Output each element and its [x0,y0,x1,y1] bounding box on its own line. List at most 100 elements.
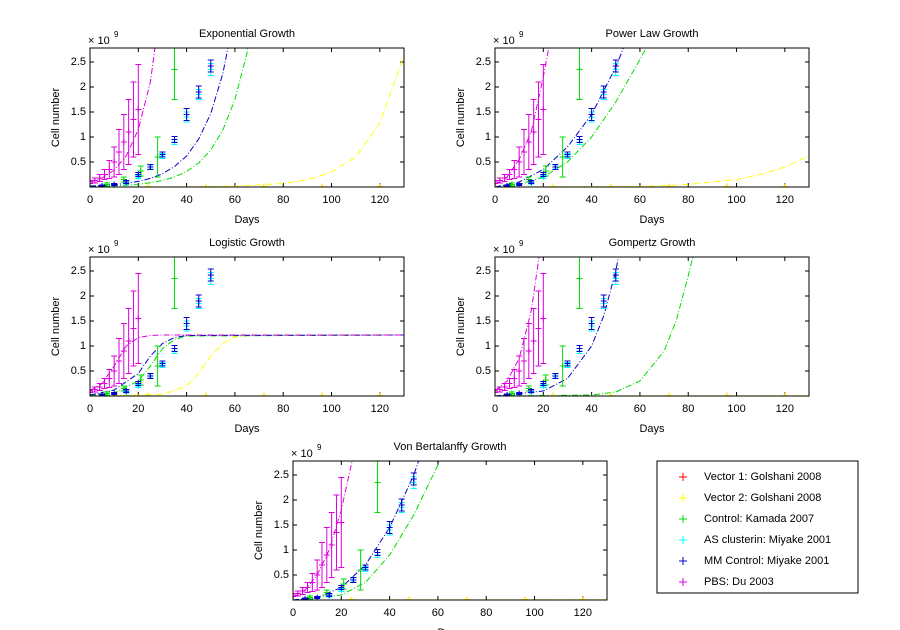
data-point [299,588,306,594]
data-point [535,325,542,332]
data-point [171,275,178,282]
axes-background [90,48,404,187]
data-point [130,116,137,123]
data-point [374,549,381,556]
y-tick-label: 2 [485,81,491,93]
y-tick-label: 1.5 [71,106,86,118]
x-tick-label: 20 [537,194,549,206]
data-point [511,166,518,173]
legend-label: PBS: Du 2003 [704,576,774,588]
data-point [135,171,142,178]
data-point [511,375,518,382]
data-point [115,358,122,364]
data-point [101,171,108,178]
y-tick-label: 2.5 [71,265,86,277]
y-tick-label: 2 [80,290,86,302]
x-tick-label: 60 [432,607,444,619]
y-exponent-power: 9 [114,239,119,248]
data-point [600,298,607,304]
data-point [528,179,535,185]
data-point [588,320,595,327]
y-tick-label: 0.5 [476,156,491,168]
data-point [293,592,296,598]
data-point [525,139,532,145]
data-point [552,373,559,379]
data-point [171,136,178,143]
data-point [501,384,508,390]
model-curve [90,334,404,392]
axes-background [90,257,404,396]
y-tick-label: 2.5 [476,56,491,68]
data-point [318,562,325,568]
data-point [96,384,103,390]
data-point [540,171,547,178]
data-point [135,315,142,322]
data-point [338,519,345,526]
x-axis-label: Days [639,423,665,435]
data-point [304,584,311,591]
data-point [600,89,607,95]
data-point [125,129,132,135]
data-point [314,572,321,578]
y-exponent-base: × 10 [291,448,313,460]
legend-label: AS clusterin: Miyake 2001 [704,534,831,546]
model-curve [293,461,440,600]
y-tick-label: 2.5 [274,469,289,481]
data-point [564,151,571,158]
axes-frame [494,47,810,188]
data-point [504,183,511,187]
legend-marker [679,557,687,565]
x-tick-label: 120 [371,403,389,415]
legend-marker [679,536,687,544]
data-point [576,66,583,73]
data-point [135,380,142,387]
model-curve [495,257,694,396]
x-tick-label: 100 [727,403,745,415]
data-point [564,360,571,367]
data-point [540,315,547,322]
x-tick-label: 80 [480,607,492,619]
data-point [504,392,511,396]
data-point [125,338,132,344]
x-axis-label: Days [437,627,463,630]
y-exponent-base: × 10 [88,35,110,47]
x-tick-label: 80 [682,194,694,206]
chart-title: Exponential Growth [199,28,295,40]
y-tick-label: 2.5 [476,265,491,277]
y-tick-label: 1.5 [476,315,491,327]
data-point [362,564,369,571]
data-point [588,111,595,118]
data-point [294,590,301,597]
y-tick-label: 2 [485,290,491,302]
y-axis-label: Cell number [50,297,62,357]
x-tick-label: 60 [229,194,241,206]
data-point [120,348,127,354]
x-tick-label: 60 [634,194,646,206]
data-point [576,345,583,352]
data-point [91,386,98,393]
x-tick-label: 80 [277,194,289,206]
y-tick-label: 1 [80,340,86,352]
legend-marker [679,473,687,481]
x-tick-label: 120 [371,194,389,206]
data-point [333,529,340,536]
data-point [501,175,508,181]
data-point [495,179,498,185]
x-tick-label: 40 [180,194,192,206]
data-point [612,272,619,278]
chart-title: Logistic Growth [209,237,285,249]
data-point [91,177,98,184]
axes-background [293,461,607,600]
plot-area [90,48,404,187]
y-exponent-base: × 10 [493,244,515,256]
y-tick-label: 2 [80,81,86,93]
data-point [183,320,190,327]
x-tick-label: 40 [585,403,597,415]
data-point [183,111,190,118]
y-axis-label: Cell number [455,88,467,148]
data-point [528,388,535,394]
data-point [496,386,503,393]
data-point [159,151,166,158]
x-tick-label: 0 [492,194,498,206]
